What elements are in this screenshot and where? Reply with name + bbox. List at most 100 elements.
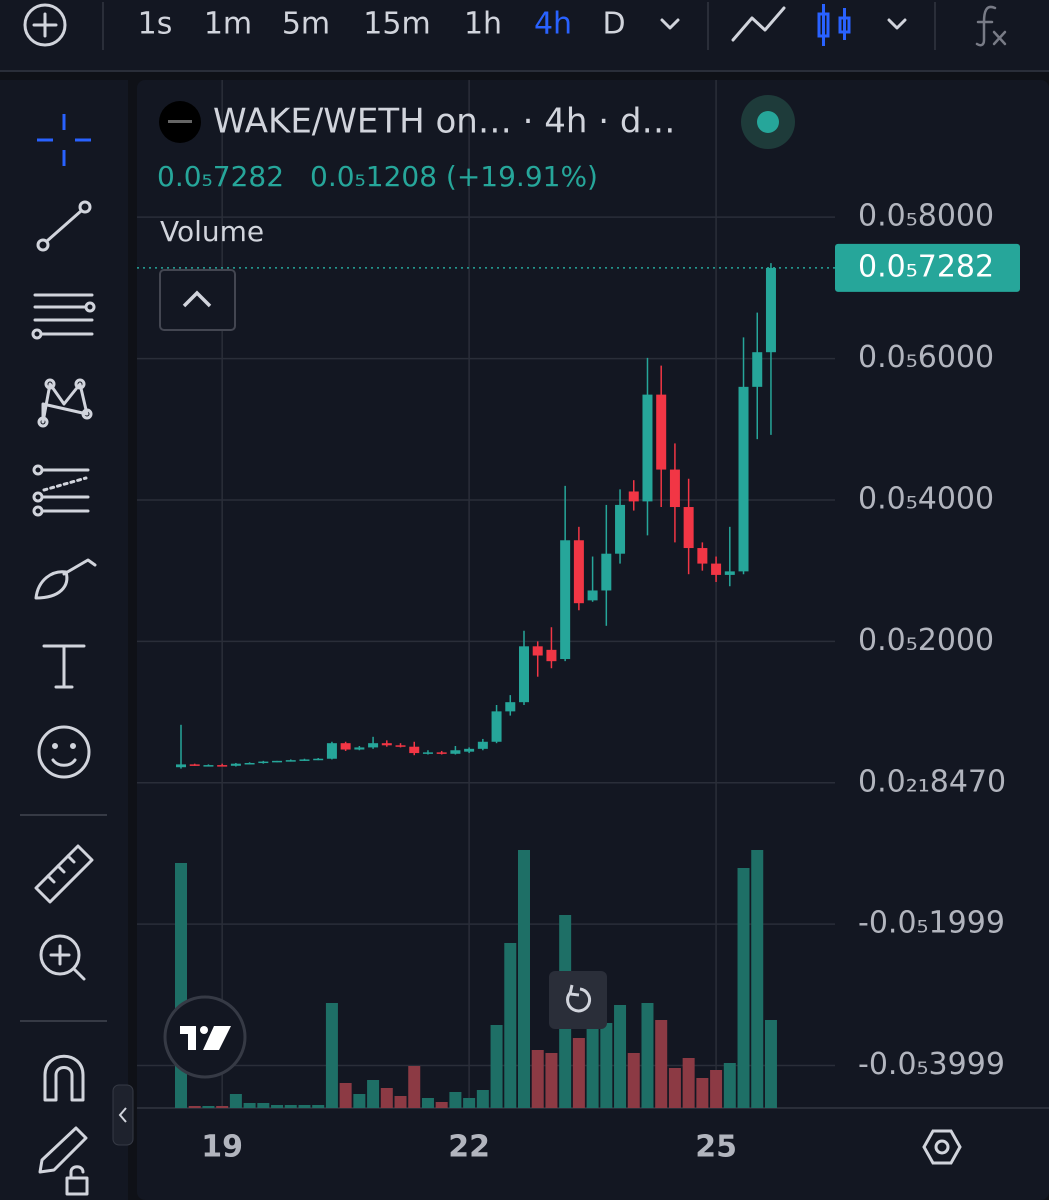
prediction-tool[interactable] [32, 464, 90, 517]
volume-bar [710, 1070, 723, 1108]
candle-body [491, 711, 502, 742]
volume-bar [188, 1106, 201, 1108]
candle-body [601, 553, 612, 591]
candle-body [724, 571, 735, 575]
zoom-tool[interactable] [39, 934, 86, 981]
interval-button[interactable]: 1h [464, 7, 502, 42]
candle-body [615, 504, 626, 554]
volume-bar [421, 1098, 434, 1108]
crosshair-tool[interactable] [37, 114, 91, 166]
y-tick-label: 0.0₅2000 [858, 623, 994, 658]
interval-button[interactable]: 4h [534, 7, 572, 42]
candle-body [560, 540, 571, 660]
volume-bar [627, 1053, 640, 1108]
text-tool[interactable] [42, 644, 86, 689]
status-dot [757, 111, 779, 133]
indicators-button[interactable] [975, 5, 1007, 47]
candle-body [519, 646, 529, 703]
volume-bar [284, 1105, 297, 1108]
candle-body [532, 646, 543, 656]
volume-bar [380, 1088, 393, 1108]
volume-bar [339, 1083, 352, 1108]
volume-bar [202, 1106, 215, 1108]
magnet-tool[interactable] [43, 1054, 85, 1102]
candle-body [656, 394, 667, 470]
candle-body [354, 747, 365, 750]
add-button[interactable] [23, 3, 67, 47]
candle-body [368, 743, 379, 748]
volume-bar [394, 1096, 407, 1108]
volume-bar [435, 1102, 448, 1108]
symbol-logo-mark [168, 120, 192, 123]
candle-body [258, 761, 269, 764]
candle-body [505, 702, 516, 712]
chart-type-menu[interactable] [887, 18, 907, 30]
candle-body [395, 745, 406, 747]
candle-body [573, 540, 584, 604]
candle-body [244, 762, 255, 765]
volume-bar [641, 1003, 654, 1108]
interval-button[interactable]: D [602, 7, 625, 42]
candle-body [272, 760, 283, 763]
reset-button[interactable] [549, 971, 607, 1029]
volume-bar [367, 1080, 380, 1108]
tradingview-logo[interactable] [163, 995, 247, 1079]
interval-menu[interactable] [660, 18, 680, 30]
legend-close: 0.0₅7282 [157, 160, 284, 193]
volume-bar [655, 1020, 668, 1108]
volume-bar [586, 1013, 599, 1108]
volume-bar [518, 850, 530, 1108]
interval-button[interactable]: 15m [363, 7, 430, 42]
candle-body [683, 507, 694, 549]
volume-bar [463, 1098, 476, 1108]
candle-body [711, 563, 722, 575]
interval-group: 1s 1m 5m 15m 1h 4h D [138, 7, 626, 42]
line-chart-button[interactable] [731, 6, 786, 42]
volume-bar [737, 868, 750, 1108]
candle-body [340, 743, 351, 750]
interval-button[interactable]: 5m [282, 7, 330, 42]
interval-button[interactable]: 1m [204, 7, 252, 42]
emoji-tool[interactable] [37, 725, 91, 779]
volume-bar [600, 1023, 613, 1108]
volume-bar [531, 1050, 544, 1108]
candle-body [189, 764, 200, 766]
candle-body [230, 763, 241, 766]
settings-button[interactable] [922, 1129, 962, 1165]
candle-body [299, 759, 310, 761]
x-tick-label: 22 [448, 1130, 490, 1165]
collapse-sidebar[interactable] [112, 1084, 134, 1146]
candle-body [587, 590, 598, 601]
volume-bar [614, 1005, 627, 1108]
sidebar [0, 80, 128, 1200]
volume-bar [764, 1020, 777, 1108]
candle-chart-button[interactable] [817, 4, 851, 46]
volume-bar [257, 1103, 270, 1108]
pattern-tool[interactable] [37, 378, 93, 428]
fib-tool[interactable] [31, 293, 96, 340]
brush-tool[interactable] [34, 558, 97, 600]
candle-body [285, 760, 296, 762]
volume-bar [682, 1058, 695, 1108]
toolbar [0, 0, 1049, 70]
volume-bar [325, 1003, 338, 1108]
symbol-title[interactable]: WAKE/WETH on… · 4h · d… [213, 102, 675, 142]
volume-bar [476, 1090, 489, 1108]
collapse-legend[interactable] [159, 269, 236, 331]
candle-body [326, 743, 337, 759]
volume-bar [298, 1105, 311, 1108]
trend-line-tool[interactable] [36, 200, 92, 252]
lock-tool[interactable] [38, 1126, 89, 1196]
candle-body [422, 752, 433, 754]
candle-body [381, 743, 392, 746]
volume-legend: Volume [160, 215, 264, 248]
ruler-tool[interactable] [34, 844, 94, 904]
last-price-box [835, 243, 1020, 292]
volume-bar [353, 1094, 366, 1108]
interval-button[interactable]: 1s [138, 7, 173, 42]
candle-body [450, 750, 461, 754]
last-price-label: 0.0₅7282 [858, 249, 994, 284]
candle-body [752, 352, 763, 387]
